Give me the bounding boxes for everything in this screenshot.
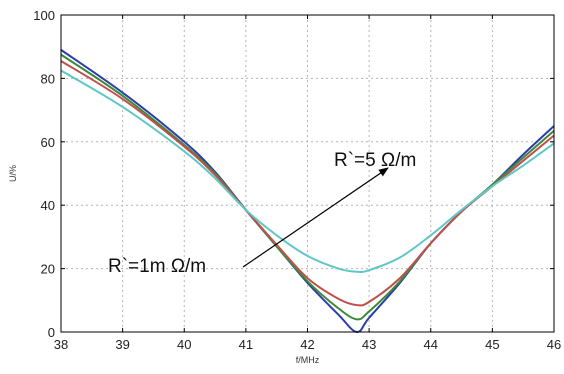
y-tick-label: 80 xyxy=(41,71,55,86)
series-line-4 xyxy=(60,69,555,274)
x-tick-label: 45 xyxy=(485,337,499,352)
x-axis-label: f/MHz xyxy=(296,355,320,365)
annotation-label-5: R`=5 Ω/m xyxy=(334,150,416,171)
y-tick-label: 100 xyxy=(33,8,55,23)
annotation-label-1m: R`=1m Ω/m xyxy=(108,256,206,277)
plot-area xyxy=(61,15,554,332)
y-axis-label: U/% xyxy=(8,165,18,182)
x-tick-label: 44 xyxy=(424,337,438,352)
y-tick-label: 20 xyxy=(41,262,55,277)
x-tick-label: 43 xyxy=(362,337,376,352)
x-tick-label: 40 xyxy=(177,337,191,352)
y-tick-label: 40 xyxy=(41,198,55,213)
grid xyxy=(61,15,554,332)
series-lines xyxy=(60,49,555,333)
y-tick-label: 0 xyxy=(48,325,55,340)
annotation-arrow xyxy=(242,167,389,268)
x-tick-label: 41 xyxy=(239,337,253,352)
x-tick-label: 39 xyxy=(115,337,129,352)
x-tick-label: 38 xyxy=(54,337,68,352)
x-tick-label: 42 xyxy=(300,337,314,352)
x-tick-label: 46 xyxy=(547,337,561,352)
y-tick-label: 60 xyxy=(41,135,55,150)
annotations: R`=1m Ω/m R`=5 Ω/m xyxy=(108,150,416,277)
ticks: 38 39 40 41 42 43 44 45 46 0 20 40 60 80 100 xyxy=(33,8,561,352)
